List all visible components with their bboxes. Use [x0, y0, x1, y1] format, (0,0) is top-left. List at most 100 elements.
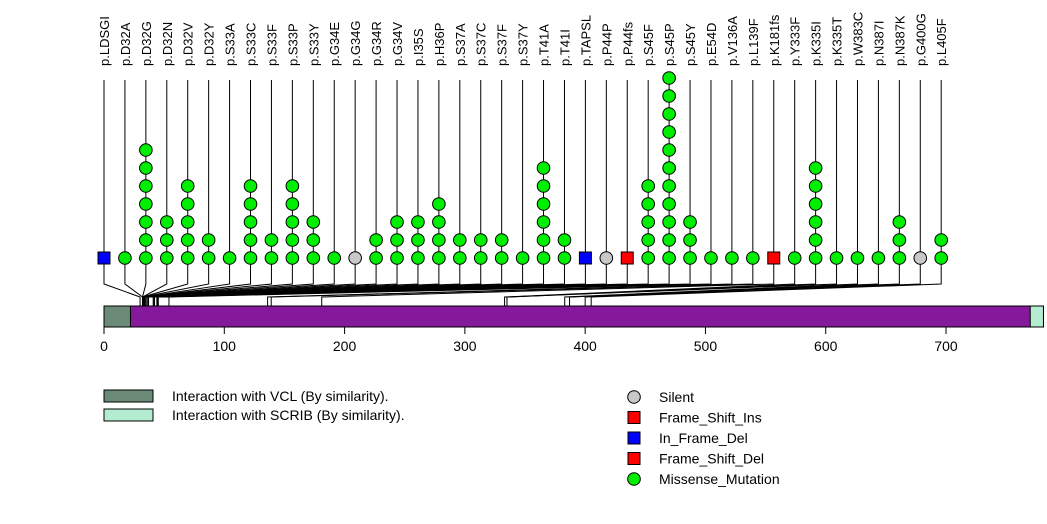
- mutation-label: p.G400G: [913, 13, 928, 66]
- mutation-label: p.S37Y: [516, 23, 531, 66]
- mutation-marker-circle: [139, 179, 153, 193]
- domain-legend: Interaction with VCL (By similarity). Int…: [103, 388, 405, 423]
- mutation-marker-circle: [934, 251, 949, 265]
- mutation-marker-circle: [808, 233, 823, 247]
- mutation-label: p.S37A: [453, 23, 468, 66]
- x-tick-label: 600: [814, 338, 838, 354]
- mutation-marker-circle: [662, 215, 676, 229]
- mutation-marker-circle: [536, 179, 551, 193]
- mutation-label: p.S33C: [244, 23, 259, 66]
- mutation-marker-circle: [139, 197, 153, 211]
- mutation-markers: [97, 71, 949, 265]
- mutation-marker-circle: [892, 233, 907, 247]
- mutation-marker-circle: [641, 179, 655, 193]
- mutation-marker-circle: [662, 89, 676, 103]
- mutation-marker-circle: [243, 197, 258, 211]
- mutation-marker-circle: [139, 251, 153, 265]
- mutation-type-label: Missense_Mutation: [659, 471, 780, 487]
- mutation-marker-circle: [662, 161, 676, 175]
- mutation-marker-circle: [662, 107, 676, 121]
- domain-legend-label: Interaction with SCRIB (By similarity).: [172, 407, 405, 423]
- mutation-marker-circle: [432, 233, 446, 247]
- mutation-marker-circle: [662, 197, 676, 211]
- mutation-label: p.S45F: [641, 24, 656, 66]
- x-tick-label: 300: [453, 338, 477, 354]
- mutation-marker-circle: [536, 215, 551, 229]
- mutation-marker-circle: [913, 251, 928, 265]
- mutation-marker-circle: [662, 233, 676, 247]
- mutation-label: p.T41A: [537, 24, 552, 66]
- mutation-marker-circle: [118, 251, 132, 265]
- mutation-marker-circle: [662, 179, 676, 193]
- x-tick-label: 100: [213, 338, 237, 354]
- mutation-marker-circle: [285, 233, 300, 247]
- mutation-labels: p.LDSGI p.D32A p.D32G p.D32N p.D32V p.D32Y p.S…: [97, 12, 949, 66]
- mutation-marker-circle: [222, 251, 237, 265]
- mutation-label: p.T41I: [557, 29, 572, 66]
- mutation-type-label: Frame_Shift_Ins: [659, 410, 762, 426]
- mutation-marker-circle: [662, 71, 676, 85]
- mutation-type-label: Frame_Shift_Del: [659, 451, 764, 467]
- mutation-label: p.N387K: [892, 15, 907, 66]
- mutation-marker-circle: [453, 233, 467, 247]
- mutation-marker-circle: [139, 143, 153, 157]
- mutation-marker-square: [578, 251, 592, 265]
- mutation-label: p.D32N: [160, 22, 175, 66]
- x-axis: 0 100 200 300 400 500 600 700: [100, 327, 958, 354]
- mutation-label: p.D32A: [118, 22, 133, 66]
- mutation-label: p.P44fs: [620, 21, 635, 66]
- mutation-marker-circle: [243, 233, 258, 247]
- mutation-label: p.D32V: [181, 22, 196, 66]
- mutation-marker-circle: [285, 215, 300, 229]
- mutation-marker-circle: [411, 251, 425, 265]
- legend-square-icon: [627, 431, 641, 445]
- mutation-label: p.L405F: [934, 18, 949, 66]
- mutation-marker-circle: [139, 161, 153, 175]
- mutation-label: p.W383C: [850, 12, 865, 66]
- x-tick-label: 500: [694, 338, 718, 354]
- legend-square-icon: [627, 411, 641, 424]
- mutation-label: p.V136A: [725, 16, 740, 66]
- mutation-marker-circle: [725, 251, 739, 265]
- mutation-label: p.E54D: [704, 23, 719, 66]
- mutation-label: p.K335T: [830, 17, 845, 66]
- mutation-marker-circle: [536, 251, 551, 265]
- mutation-label: p.G34E: [327, 22, 342, 66]
- mutation-label: p.N387I: [871, 20, 886, 66]
- mutation-type-label: In_Frame_Del: [659, 430, 748, 446]
- mutation-marker-circle: [243, 215, 258, 229]
- mutation-marker-circle: [808, 161, 823, 175]
- mutation-marker-circle: [515, 251, 530, 265]
- mutation-marker-square: [620, 251, 634, 265]
- x-tick-label: 200: [333, 338, 357, 354]
- mutation-type-legend: Silent Frame_Shift_Ins In_Frame_Del Frame_S…: [627, 389, 780, 487]
- mutation-label: p.I35S: [411, 28, 426, 66]
- mutation-label: p.S33Y: [306, 23, 321, 66]
- mutation-marker-circle: [348, 251, 362, 265]
- mutation-marker-circle: [243, 179, 258, 193]
- mutation-label: p.K181fs: [767, 14, 782, 66]
- mutation-marker-circle: [850, 251, 865, 265]
- mutation-marker-circle: [411, 233, 425, 247]
- x-tick-label: 700: [934, 338, 958, 354]
- mutation-marker-circle: [662, 143, 676, 157]
- mutation-marker-circle: [494, 251, 509, 265]
- protein-bar: [103, 305, 1044, 328]
- mutation-label: p.H36P: [432, 23, 447, 66]
- x-tick-label: 400: [573, 338, 597, 354]
- mutation-label: p.D32Y: [202, 22, 217, 66]
- legend-circle-icon: [627, 390, 641, 404]
- mutation-marker-circle: [808, 197, 823, 211]
- mutation-label: p.S45Y: [683, 23, 698, 66]
- mutation-marker-circle: [473, 251, 488, 265]
- domain-legend-swatch: [103, 408, 154, 422]
- mutation-marker-circle: [934, 233, 949, 247]
- mutation-label: p.TAPSL: [578, 15, 593, 66]
- mutation-marker-square: [767, 251, 781, 265]
- mutation-marker-circle: [746, 251, 760, 265]
- mutation-label: p.K335I: [809, 21, 824, 66]
- mutation-marker-circle: [432, 197, 446, 211]
- mutation-label: p.Y333F: [788, 17, 803, 66]
- mutation-marker-circle: [390, 215, 404, 229]
- mutation-marker-circle: [180, 197, 195, 211]
